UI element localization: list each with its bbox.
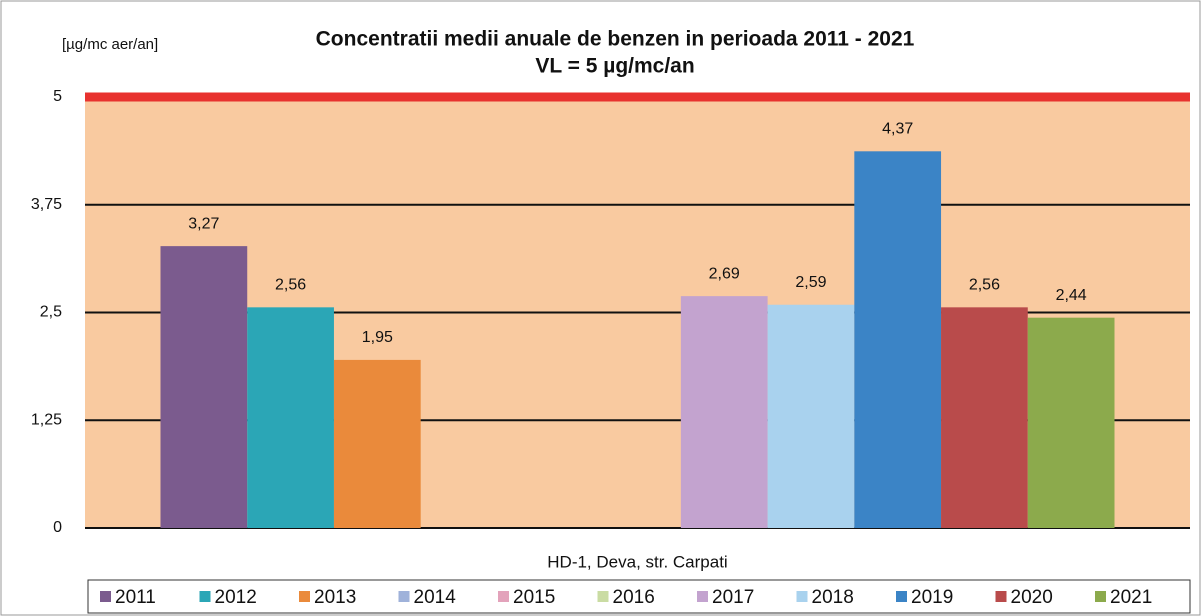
bar (333, 359, 421, 528)
data-label: 2,56 (969, 277, 1000, 294)
y-tick-label: 0 (53, 519, 62, 536)
legend-swatch (199, 591, 211, 602)
data-label: 2,56 (275, 277, 306, 294)
y-tick-label: 3,75 (31, 196, 62, 213)
legend-swatch (398, 591, 410, 602)
legend-swatch (100, 591, 111, 602)
y-axis-label: [µg/mc aer/an] (62, 36, 158, 53)
y-tick-label: 1,25 (31, 411, 62, 428)
bar (680, 296, 768, 528)
legend-swatch (299, 591, 310, 602)
legend-swatch (896, 591, 907, 602)
legend-swatch (796, 591, 808, 602)
legend-label: 2018 (812, 587, 854, 608)
legend-label: 2020 (1011, 587, 1053, 608)
legend-label: 2019 (911, 587, 953, 608)
bar (247, 307, 334, 528)
bar (1027, 317, 1115, 528)
legend-swatch (597, 591, 609, 602)
y-tick-label: 5 (53, 88, 62, 105)
legend-label: 2016 (613, 587, 655, 608)
legend-swatch (498, 591, 509, 602)
legend-label: 2017 (712, 587, 754, 608)
bar (160, 246, 248, 528)
x-tick-label: HD-1, Deva, str. Carpati (547, 552, 727, 571)
y-tick-label: 2,5 (40, 304, 62, 321)
legend-label: 2021 (1110, 587, 1152, 608)
data-label: 3,27 (188, 215, 219, 232)
chart-subtitle: VL = 5 µg/mc/an (535, 55, 694, 78)
legend-label: 2015 (513, 587, 555, 608)
bar (767, 304, 855, 528)
data-label: 2,69 (709, 265, 740, 282)
legend-swatch (995, 591, 1007, 602)
chart-title: Concentratii medii anuale de benzen in p… (316, 28, 915, 51)
legend-swatch (697, 591, 708, 602)
data-label: 2,44 (1056, 287, 1087, 304)
legend-label: 2013 (314, 587, 356, 608)
legend-label: 2011 (115, 587, 156, 608)
bar (854, 151, 942, 528)
legend-label: 2012 (215, 587, 257, 608)
data-label: 2,59 (795, 274, 826, 291)
data-label: 1,95 (362, 329, 393, 346)
data-label: 4,37 (882, 121, 913, 138)
legend-label: 2014 (414, 587, 457, 608)
bar (941, 307, 1028, 528)
legend-swatch (1095, 591, 1106, 602)
